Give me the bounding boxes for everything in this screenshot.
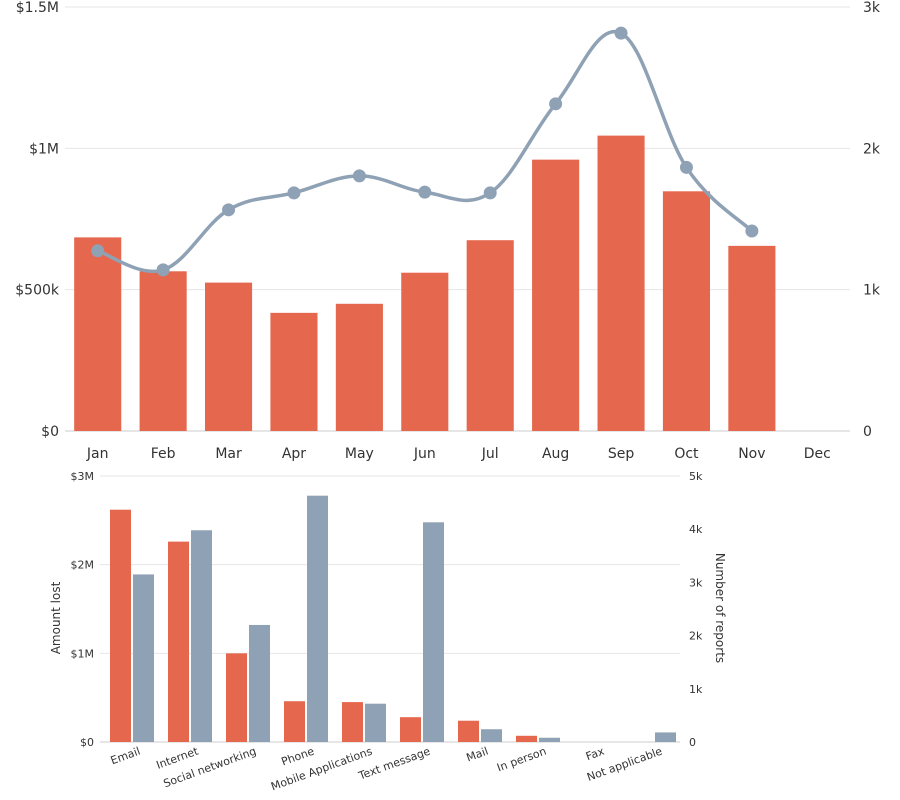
x-tick-label-sep: Sep [608, 446, 635, 462]
x-tick-label-oct: Oct [674, 446, 699, 462]
y-left-axis-title: Amount lost [49, 581, 63, 654]
x-tick-label-may: May [345, 446, 374, 462]
reports-bar-text-message [423, 522, 444, 742]
bar-jul [466, 240, 514, 431]
reports-line [95, 29, 754, 274]
reports-bar-email [133, 574, 154, 742]
line-point [222, 203, 236, 217]
x-tick-label-mar: Mar [215, 446, 242, 462]
x-tick-label-jan: Jan [86, 446, 109, 462]
y-left-tick-label: $0 [41, 424, 59, 440]
line-point [549, 97, 563, 111]
y-left-tick-label: $500k [15, 283, 60, 299]
y-left-tick-label: $3M [71, 470, 95, 483]
y-right-tick-label: 5k [689, 470, 703, 483]
y-left-tick-label: $0 [80, 736, 94, 749]
reports-bar-in-person [539, 737, 560, 742]
bar-feb [139, 271, 187, 431]
x-tick-label-phone: Phone [280, 745, 317, 769]
left-axis: $0 $500k $1M $1.5M [15, 0, 60, 440]
y-right-tick-label: 4k [689, 523, 703, 536]
y-right-tick-label: 1k [863, 283, 881, 299]
right-axis: 0 1k 2k 3k 4k 5k [689, 470, 703, 749]
x-tick-label-in-person: In person [495, 745, 548, 775]
contact-method-chart: $0 $1M $2M $3M 0 1k 2k 3k 4k 5k Email InternetSoc… [49, 470, 727, 793]
bars [74, 135, 776, 431]
reports-bar-mail [481, 729, 502, 742]
amount-bar-mail [458, 720, 479, 742]
amount-bar-phone [284, 701, 305, 742]
bar-jun [401, 272, 449, 431]
grid-lines [65, 6, 850, 432]
y-right-tick-label: 3k [863, 0, 881, 16]
y-right-tick-label: 0 [689, 736, 696, 749]
line-series [91, 26, 759, 277]
line-point [614, 26, 628, 40]
x-tick-label-apr: Apr [282, 446, 306, 462]
y-right-tick-label: 0 [863, 424, 872, 440]
amount-bar-email [110, 509, 131, 742]
bar-mar [204, 282, 253, 431]
y-left-tick-label: $1M [71, 647, 95, 660]
y-left-tick-label: $2M [71, 559, 95, 572]
right-axis: 0 1k 2k 3k [863, 0, 881, 440]
left-axis: $0 $1M $2M $3M [71, 470, 95, 749]
amount-bar-social-networking [226, 653, 247, 742]
y-right-tick-label: 1k [689, 683, 703, 696]
x-tick-label-dec: Dec [804, 446, 831, 462]
bar-oct [662, 191, 711, 431]
amount-bar-internet [168, 541, 189, 742]
y-left-tick-label: $1.5M [16, 0, 59, 16]
x-tick-label-jun: Jun [413, 446, 436, 462]
x-tick-label-mail: Mail [465, 745, 490, 765]
reports-bar-not-applicable [655, 732, 676, 742]
bar-sep [597, 135, 645, 431]
reports-bar-social-networking [249, 624, 270, 742]
line-point [91, 244, 105, 258]
bars [110, 495, 676, 742]
y-right-tick-label: 2k [863, 141, 881, 157]
reports-bar-internet [191, 530, 212, 742]
x-tick-label-email: Email [109, 745, 142, 768]
x-tick-label-nov: Nov [738, 446, 765, 462]
line-point [679, 160, 693, 174]
y-right-axis-title: Number of reports [713, 553, 727, 663]
bar-may [335, 303, 383, 431]
amount-bar-text-message [400, 717, 421, 742]
y-right-tick-label: 2k [689, 630, 703, 643]
amount-bar-in-person [516, 735, 537, 742]
line-point [156, 263, 170, 277]
bar-apr [270, 312, 318, 431]
y-right-tick-label: 3k [689, 576, 703, 589]
line-point [287, 186, 301, 200]
bar-nov [728, 245, 776, 431]
x-tick-label-fax: Fax [584, 744, 606, 763]
x-tick-label-feb: Feb [151, 446, 176, 462]
amount-bar-mobile-applications [342, 702, 363, 742]
x-tick-label-aug: Aug [542, 446, 569, 462]
bar-aug [532, 159, 580, 431]
line-point [418, 185, 432, 199]
reports-bar-phone [307, 495, 328, 742]
bar-jan [74, 237, 122, 431]
line-point [352, 169, 366, 183]
x-axis: Jan Feb Mar Apr May Jun Jul Aug Sep Oct Nov Dec [86, 446, 831, 462]
y-left-tick-label: $1M [29, 141, 59, 157]
x-tick-label-jul: Jul [481, 446, 499, 462]
line-point [745, 224, 759, 238]
reports-bar-mobile-applications [365, 703, 386, 742]
line-point [483, 186, 497, 200]
